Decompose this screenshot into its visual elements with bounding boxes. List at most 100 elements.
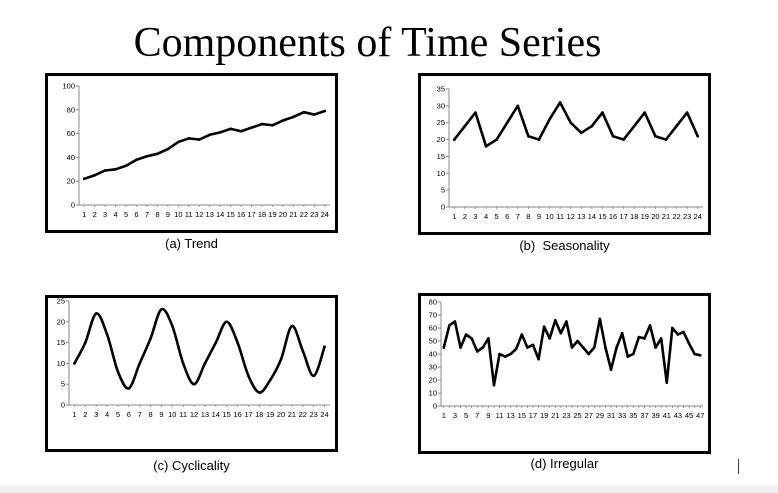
- x-tick-label: 13: [206, 210, 214, 219]
- x-tick-label: 17: [244, 410, 252, 419]
- data-point: [626, 355, 630, 358]
- data-point: [312, 374, 315, 378]
- data-point: [239, 129, 243, 133]
- y-tick-label: 0: [61, 401, 65, 410]
- x-tick-label: 33: [618, 411, 626, 420]
- y-tick-label: 70: [429, 311, 437, 320]
- x-tick-label: 20: [651, 212, 659, 221]
- y-tick-label: 0: [441, 203, 445, 212]
- data-point: [620, 331, 624, 335]
- data-point: [279, 357, 283, 361]
- x-tick-label: 21: [289, 210, 297, 219]
- x-tick-label: 4: [105, 410, 109, 419]
- data-point: [569, 121, 573, 125]
- data-point: [453, 320, 457, 323]
- x-tick-label: 3: [473, 212, 477, 221]
- chart-panel-cyclicality: 0 5 10 15 20 25 1 2 3 4 5 6 7 8 9 10 11 12 13 14 15 16 17 18 19 2…: [45, 295, 338, 452]
- x-tick-label: 1: [72, 410, 76, 419]
- x-tick-label: 15: [223, 410, 231, 419]
- series-line: [73, 307, 326, 394]
- data-point: [622, 138, 625, 141]
- x-tick-label: 10: [168, 410, 176, 419]
- data-point: [166, 147, 170, 151]
- y-tick-label: 0: [71, 201, 75, 210]
- x-tick-label: 18: [630, 212, 638, 221]
- x-tick-label: 9: [537, 212, 541, 221]
- data-point: [203, 362, 207, 365]
- x-tick-label: 45: [685, 411, 693, 420]
- data-point: [548, 337, 552, 340]
- data-point: [135, 158, 138, 162]
- data-point: [698, 354, 702, 357]
- data-point: [103, 169, 107, 172]
- y-tick-label: 20: [57, 317, 65, 326]
- y-tick-label: 25: [57, 298, 65, 306]
- data-point: [527, 134, 530, 138]
- x-tick-label: 22: [300, 210, 308, 219]
- y-tick-label: 10: [437, 169, 445, 178]
- x-tick-label: 6: [505, 212, 509, 221]
- y-tick-label: 10: [57, 359, 65, 368]
- data-point: [592, 346, 596, 349]
- y-tick-label: 60: [429, 324, 437, 333]
- data-point: [459, 346, 462, 349]
- x-tick-label: 19: [641, 212, 649, 221]
- data-point: [448, 324, 451, 327]
- data-point: [302, 110, 306, 114]
- data-point: [590, 124, 594, 128]
- data-point: [531, 343, 535, 347]
- x-tick-label: 9: [166, 210, 170, 219]
- data-point: [225, 320, 228, 324]
- data-point: [268, 378, 272, 382]
- data-point: [149, 337, 152, 340]
- data-point: [177, 140, 180, 144]
- data-point: [116, 370, 120, 374]
- x-tick-label: 24: [694, 212, 702, 221]
- x-tick-label: 47: [696, 411, 704, 420]
- data-point: [93, 173, 96, 177]
- x-tick-label: 1: [442, 411, 446, 420]
- x-tick-label: 23: [310, 210, 318, 219]
- data-point: [247, 374, 250, 378]
- x-tick-label: 9: [486, 411, 490, 420]
- y-tick-label: 30: [437, 101, 445, 110]
- x-tick-label: 24: [321, 210, 329, 219]
- page-title: Components of Time Series: [133, 20, 602, 66]
- data-point: [514, 347, 518, 351]
- data-point: [124, 164, 128, 168]
- data-point: [537, 357, 540, 361]
- data-point: [693, 352, 696, 356]
- x-tick-label: 19: [540, 411, 548, 420]
- data-point: [171, 324, 174, 328]
- x-tick-label: 5: [116, 410, 120, 419]
- x-tick-label: 5: [124, 210, 128, 219]
- data-point: [685, 111, 689, 114]
- data-point: [218, 131, 222, 134]
- data-point: [84, 341, 87, 344]
- y-tick-label: 20: [67, 177, 75, 186]
- x-tick-label: 13: [201, 410, 209, 419]
- x-tick-label: 15: [518, 411, 526, 420]
- y-tick-label: 50: [429, 337, 437, 346]
- y-tick-label: 5: [61, 380, 65, 389]
- data-point: [579, 131, 583, 135]
- data-point: [214, 341, 218, 344]
- x-tick-label: 18: [258, 210, 266, 219]
- data-point: [138, 362, 141, 365]
- data-point: [637, 335, 641, 339]
- data-point: [127, 387, 131, 390]
- x-tick-label: 3: [103, 210, 107, 219]
- caption-seasonality: (b) Seasonality: [519, 238, 610, 253]
- y-tick-label: 35: [437, 85, 445, 94]
- y-tick-label: 40: [67, 153, 75, 162]
- data-point: [181, 362, 185, 365]
- x-tick-label: 2: [83, 410, 87, 419]
- x-tick-label: 17: [247, 210, 255, 219]
- data-point: [696, 134, 700, 138]
- x-tick-label: 23: [683, 212, 691, 221]
- data-point: [675, 124, 678, 128]
- x-tick-label: 21: [288, 410, 296, 419]
- x-tick-label: 16: [233, 410, 241, 419]
- data-point: [313, 113, 316, 116]
